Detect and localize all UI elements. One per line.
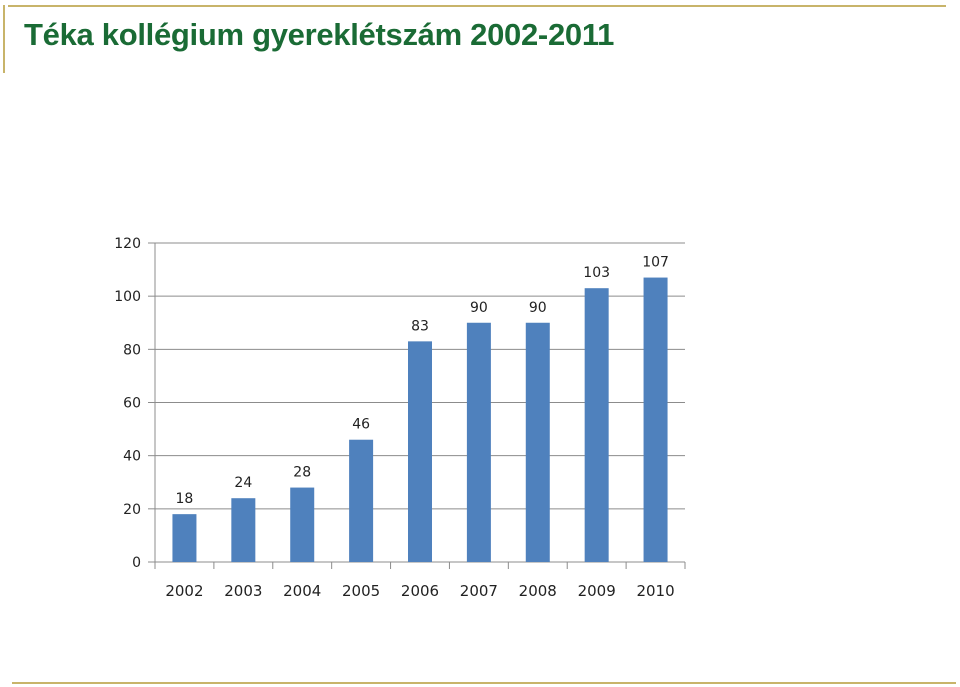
bar [349,439,374,562]
y-tick-label: 20 [123,502,141,518]
data-label: 90 [470,300,488,316]
x-tick-label: 2006 [401,582,439,600]
x-tick-label: 2003 [224,582,262,600]
x-tick-label: 2002 [165,582,203,600]
y-tick-label: 100 [114,289,141,305]
bar [231,498,256,562]
y-tick-label: 0 [132,555,141,571]
data-label: 90 [529,300,547,316]
top-decorative-rule [8,5,946,7]
bar [643,277,668,562]
y-tick-label: 40 [123,449,141,465]
slide-title: Téka kollégium gyereklétszám 2002-2011 [24,17,615,52]
data-label: 28 [293,465,311,481]
x-tick-label: 2004 [283,582,321,600]
x-tick-label: 2007 [460,582,498,600]
x-tick-label: 2005 [342,582,380,600]
data-label: 46 [352,417,370,433]
bar [466,322,491,562]
data-label: 107 [642,255,669,271]
data-label: 83 [411,318,429,334]
y-tick-label: 60 [123,396,141,412]
data-label: 24 [234,475,252,491]
x-tick-label: 2010 [636,582,674,600]
y-tick-label: 120 [114,236,141,252]
bar [290,487,315,562]
data-label: 18 [176,491,194,507]
bar [408,341,432,562]
x-tick-label: 2009 [578,582,616,600]
data-label: 103 [583,265,610,281]
bar [172,514,197,562]
bar [525,322,550,562]
y-tick-label: 80 [123,342,141,358]
bottom-decorative-rule [12,682,956,684]
x-tick-label: 2008 [519,582,557,600]
left-decorative-rule [3,5,5,73]
bar [584,288,609,562]
